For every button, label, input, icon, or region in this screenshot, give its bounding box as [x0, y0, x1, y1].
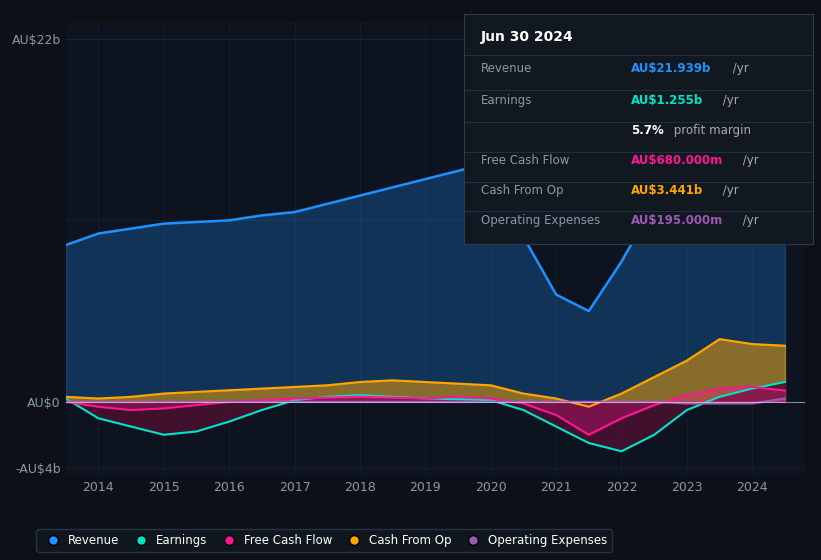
Text: /yr: /yr: [739, 154, 759, 167]
Text: Revenue: Revenue: [481, 62, 533, 75]
Text: /yr: /yr: [729, 62, 749, 75]
Text: AU$21.939b: AU$21.939b: [631, 62, 712, 75]
Text: Free Cash Flow: Free Cash Flow: [481, 154, 570, 167]
Text: /yr: /yr: [719, 95, 739, 108]
Text: AU$195.000m: AU$195.000m: [631, 214, 723, 227]
Text: /yr: /yr: [739, 214, 759, 227]
Text: AU$1.255b: AU$1.255b: [631, 95, 704, 108]
Text: Jun 30 2024: Jun 30 2024: [481, 30, 574, 44]
Text: /yr: /yr: [719, 184, 739, 197]
Text: Earnings: Earnings: [481, 95, 533, 108]
Text: AU$680.000m: AU$680.000m: [631, 154, 723, 167]
Text: 5.7%: 5.7%: [631, 124, 664, 137]
Text: Operating Expenses: Operating Expenses: [481, 214, 600, 227]
Legend: Revenue, Earnings, Free Cash Flow, Cash From Op, Operating Expenses: Revenue, Earnings, Free Cash Flow, Cash …: [36, 529, 612, 552]
Text: profit margin: profit margin: [671, 124, 751, 137]
Text: AU$3.441b: AU$3.441b: [631, 184, 704, 197]
Text: Cash From Op: Cash From Op: [481, 184, 564, 197]
